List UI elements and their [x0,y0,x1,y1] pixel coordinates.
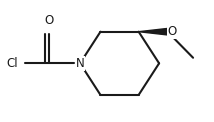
Text: Cl: Cl [6,57,18,70]
Text: N: N [76,57,84,70]
Text: O: O [168,25,177,38]
Polygon shape [139,28,168,35]
Text: O: O [44,14,54,27]
